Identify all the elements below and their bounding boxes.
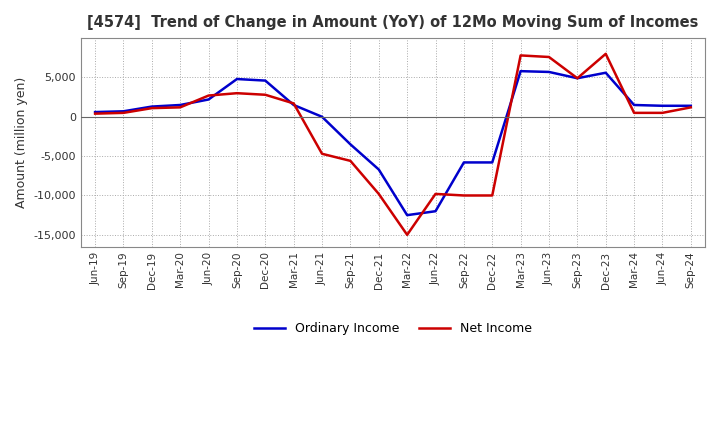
Net Income <box>318 151 326 156</box>
Net Income <box>544 55 553 60</box>
Net Income <box>346 158 355 164</box>
Net Income <box>119 110 127 116</box>
Ordinary Income <box>176 103 184 108</box>
Net Income <box>148 106 156 111</box>
Ordinary Income <box>431 209 440 214</box>
Ordinary Income <box>402 213 411 218</box>
Ordinary Income <box>459 160 468 165</box>
Ordinary Income <box>148 104 156 109</box>
Legend: Ordinary Income, Net Income: Ordinary Income, Net Income <box>249 318 537 341</box>
Ordinary Income <box>318 114 326 119</box>
Ordinary Income <box>686 103 695 108</box>
Ordinary Income <box>516 69 525 74</box>
Net Income <box>601 51 610 56</box>
Net Income <box>91 111 99 116</box>
Line: Ordinary Income: Ordinary Income <box>95 71 690 215</box>
Ordinary Income <box>289 103 298 108</box>
Ordinary Income <box>374 167 383 172</box>
Ordinary Income <box>261 78 269 83</box>
Net Income <box>516 53 525 58</box>
Net Income <box>573 76 582 81</box>
Net Income <box>402 232 411 238</box>
Net Income <box>658 110 667 116</box>
Ordinary Income <box>233 77 241 82</box>
Title: [4574]  Trend of Change in Amount (YoY) of 12Mo Moving Sum of Incomes: [4574] Trend of Change in Amount (YoY) o… <box>87 15 698 30</box>
Net Income <box>374 191 383 197</box>
Net Income <box>630 110 639 116</box>
Ordinary Income <box>204 97 213 102</box>
Net Income <box>459 193 468 198</box>
Ordinary Income <box>91 110 99 115</box>
Net Income <box>488 193 497 198</box>
Net Income <box>431 191 440 197</box>
Ordinary Income <box>630 103 639 108</box>
Line: Net Income: Net Income <box>95 54 690 235</box>
Net Income <box>289 101 298 106</box>
Ordinary Income <box>544 70 553 75</box>
Net Income <box>204 93 213 98</box>
Ordinary Income <box>601 70 610 75</box>
Ordinary Income <box>346 142 355 147</box>
Net Income <box>261 92 269 97</box>
Ordinary Income <box>658 103 667 108</box>
Net Income <box>686 105 695 110</box>
Ordinary Income <box>573 76 582 81</box>
Y-axis label: Amount (million yen): Amount (million yen) <box>15 77 28 208</box>
Net Income <box>233 91 241 96</box>
Ordinary Income <box>488 160 497 165</box>
Ordinary Income <box>119 109 127 114</box>
Net Income <box>176 105 184 110</box>
